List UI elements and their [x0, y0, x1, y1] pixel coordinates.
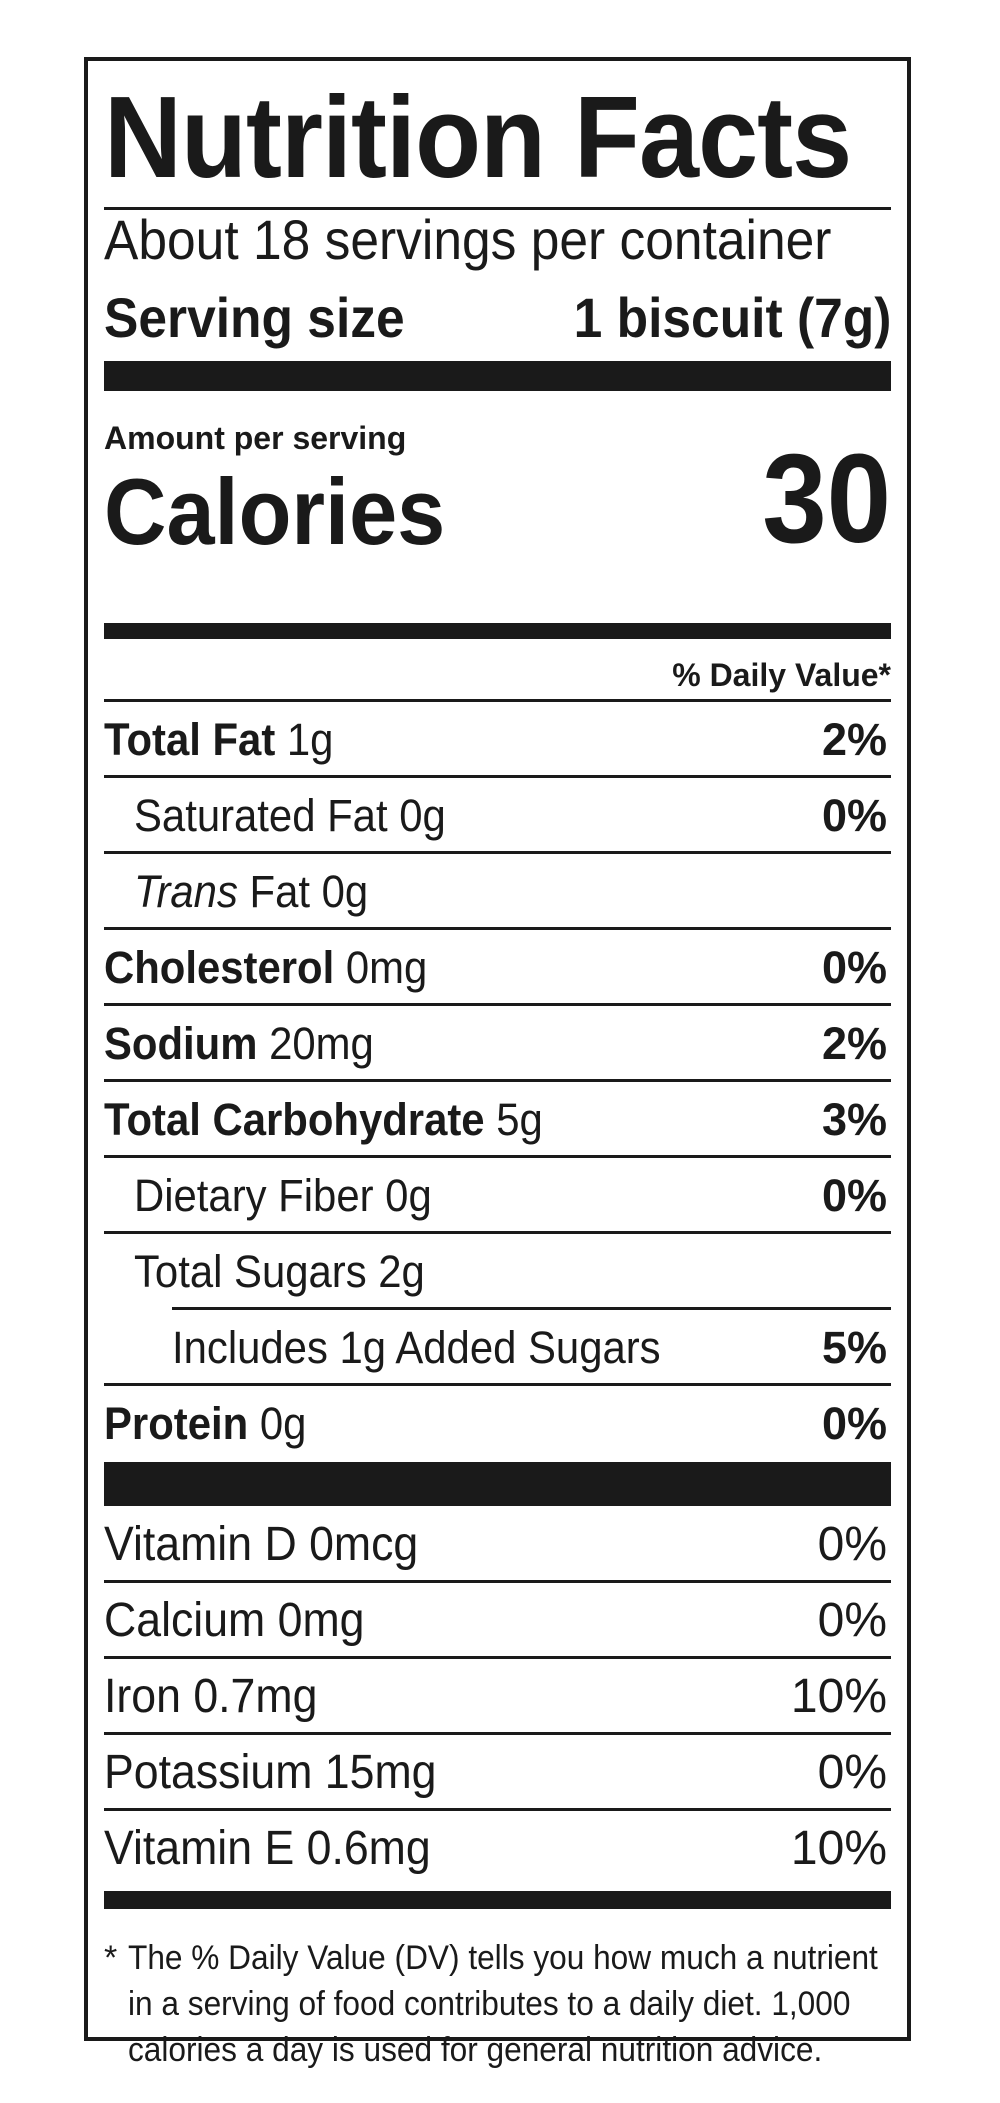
servings-per-container: About 18 servings per container	[104, 208, 832, 271]
daily-value-header: % Daily Value*	[672, 657, 891, 693]
vitamin-row-calcium: Calcium 0mg 0%	[104, 1583, 891, 1659]
row-divider	[104, 1656, 891, 1659]
nutrient-dv: 0%	[821, 942, 887, 993]
nutrient-name: Trans	[134, 866, 238, 917]
vitamin-dv: 0%	[817, 1594, 887, 1647]
vitamin-dv: 0%	[817, 1518, 887, 1571]
nutrient-row-protein: Protein 0g 0%	[104, 1386, 891, 1462]
nutrient-dv: 2%	[821, 714, 887, 765]
amount-per-serving: Amount per serving	[104, 420, 407, 456]
nutrient-name: Total Sugars	[134, 1246, 367, 1297]
calories-label: Calories	[104, 459, 446, 564]
nutrient-row-trans-fat: Trans Fat 0g	[104, 854, 891, 930]
row-divider	[104, 1732, 891, 1735]
row-divider	[104, 927, 891, 930]
footnote-text: The % Daily Value (DV) tells you how muc…	[128, 1939, 878, 2069]
nutrient-row-cholesterol: Cholesterol 0mg 0%	[104, 930, 891, 1006]
serving-size-value: 1 biscuit (7g)	[573, 286, 891, 349]
footnote-asterisk: *	[104, 1939, 118, 1977]
vitamin-dv: 10%	[790, 1670, 887, 1723]
nutrient-row-sodium: Sodium 20mg 2%	[104, 1006, 891, 1082]
nutrient-amount: 0mg	[345, 942, 428, 993]
nutrient-amount: 5g	[496, 1094, 543, 1145]
vitamin-dv: 10%	[790, 1822, 887, 1875]
serving-size-row: Serving size 1 biscuit (7g)	[104, 283, 891, 353]
row-divider	[172, 1307, 891, 1310]
calories-value: 30	[762, 428, 891, 569]
nutrient-row-total-sugars: Total Sugars 2g	[104, 1234, 891, 1310]
vitamin-row-vitamin-d: Vitamin D 0mcg 0%	[104, 1507, 891, 1583]
nutrient-name: Protein	[104, 1398, 249, 1449]
vitamin-name: Potassium 15mg	[104, 1746, 437, 1799]
vitamin-row-iron: Iron 0.7mg 10%	[104, 1659, 891, 1735]
row-divider	[104, 1383, 891, 1386]
row-divider	[104, 1580, 891, 1583]
nutrient-row-total-carbohydrate: Total Carbohydrate 5g 3%	[104, 1082, 891, 1158]
dv-header-divider	[104, 699, 891, 702]
nutrient-dv: 0%	[821, 1170, 887, 1221]
nutrient-row-added-sugars: Includes 1g Added Sugars 5%	[104, 1310, 891, 1386]
serving-size-label: Serving size	[104, 286, 405, 349]
row-divider	[104, 1155, 891, 1158]
nutrient-dv: 0%	[821, 1398, 887, 1449]
nutrient-name: Total Fat	[104, 714, 276, 765]
thick-divider-protein	[104, 1462, 891, 1506]
nutrient-amount: Fat 0g	[249, 866, 369, 917]
nutrient-name: Total Carbohydrate	[104, 1094, 485, 1145]
nutrient-amount: 0g	[385, 1170, 432, 1221]
nutrient-row-total-fat: Total Fat 1g 2%	[104, 702, 891, 778]
nutrient-name: Saturated Fat	[134, 790, 388, 841]
nutrient-amount: 2g	[378, 1246, 425, 1297]
nutrient-amount: 0g	[259, 1398, 307, 1449]
nutrient-name: Cholesterol	[104, 942, 335, 993]
thick-divider-calories	[104, 623, 891, 639]
nutrient-row-saturated-fat: Saturated Fat 0g 0%	[104, 778, 891, 854]
nutrient-amount: 1g	[286, 714, 334, 765]
nutrient-dv: 0%	[821, 790, 887, 841]
nutrient-dv: 3%	[821, 1094, 887, 1145]
vitamin-name: Vitamin D 0mcg	[104, 1518, 419, 1571]
nutrient-amount: 20mg	[269, 1018, 374, 1069]
thick-divider-footnote	[104, 1891, 891, 1909]
nutrient-name: Sodium	[104, 1018, 258, 1069]
row-divider	[104, 775, 891, 778]
label-title: Nutrition Facts	[104, 72, 852, 202]
row-divider	[104, 1079, 891, 1082]
vitamin-name: Calcium 0mg	[104, 1594, 365, 1647]
row-divider	[104, 1231, 891, 1234]
nutrient-dv: 5%	[821, 1322, 887, 1373]
vitamin-name: Vitamin E 0.6mg	[104, 1822, 431, 1875]
nutrition-facts-label: Nutrition Facts About 18 servings per co…	[84, 57, 911, 2069]
nutrient-name: Dietary Fiber	[134, 1170, 374, 1221]
nutrient-amount: 0g	[399, 790, 446, 841]
nutrient-row-dietary-fiber: Dietary Fiber 0g 0%	[104, 1158, 891, 1234]
row-divider	[104, 1003, 891, 1006]
vitamin-name: Iron 0.7mg	[104, 1670, 318, 1723]
label-content: Nutrition Facts About 18 servings per co…	[104, 61, 891, 2069]
nutrient-name: Includes 1g Added Sugars	[172, 1322, 661, 1373]
nutrient-dv: 2%	[821, 1018, 887, 1069]
row-divider	[104, 851, 891, 854]
title-divider	[104, 207, 891, 210]
vitamin-row-vitamin-e: Vitamin E 0.6mg 10%	[104, 1811, 891, 1887]
row-divider	[104, 1808, 891, 1811]
thick-divider-top	[104, 361, 891, 391]
vitamin-dv: 0%	[817, 1746, 887, 1799]
vitamin-row-potassium: Potassium 15mg 0%	[104, 1735, 891, 1811]
